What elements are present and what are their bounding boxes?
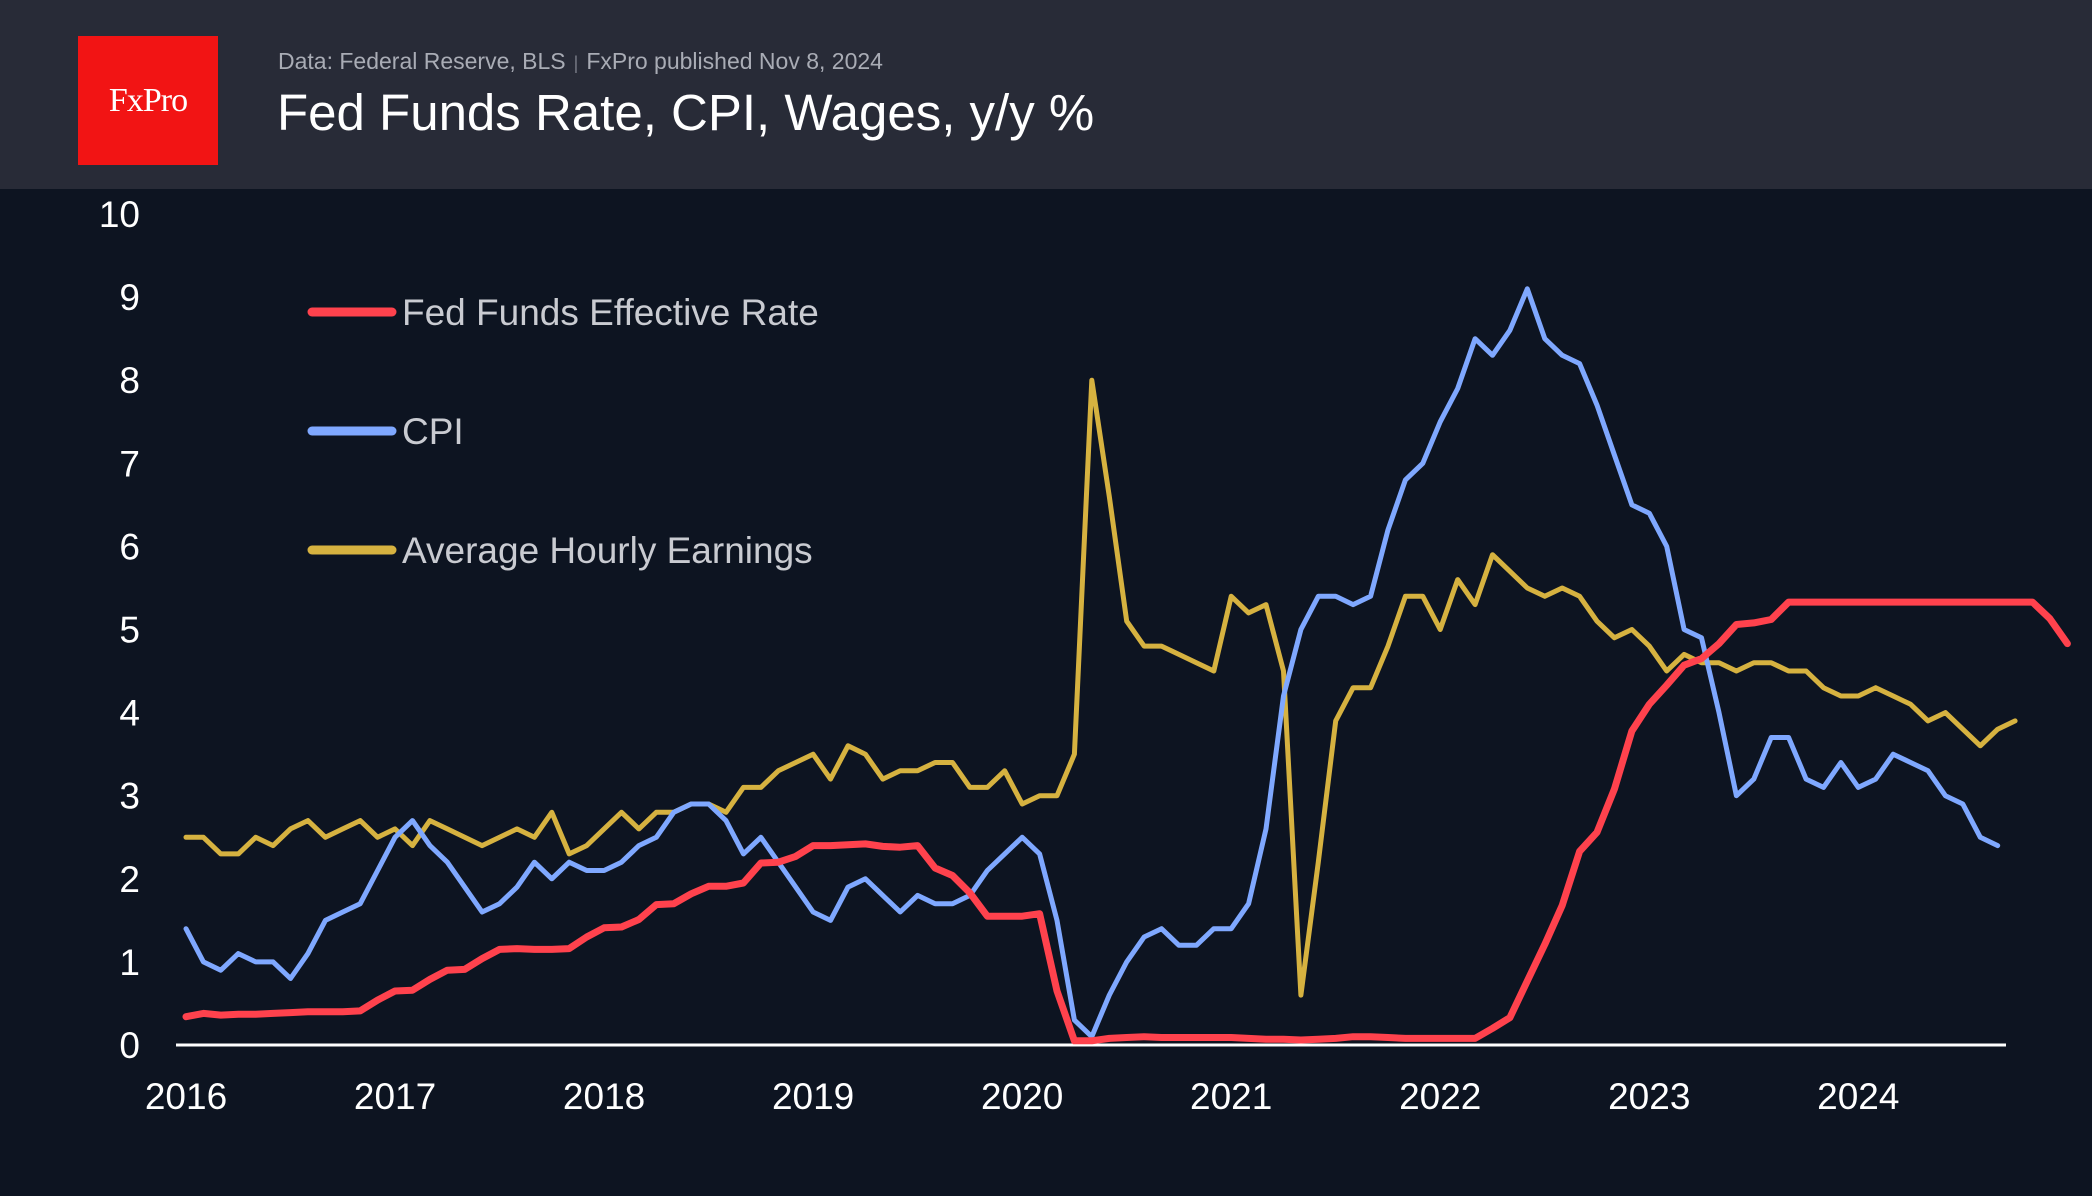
source-separator: | (573, 53, 579, 73)
series-lines (182, 286, 2071, 1045)
y-tick-label: 3 (119, 776, 140, 817)
legend-label: Average Hourly Earnings (402, 530, 813, 571)
source-line: Data: Federal Reserve, BLS | FxPro publish… (278, 48, 883, 75)
data-source: Data: Federal Reserve, BLS (278, 48, 566, 74)
y-tick-label: 8 (119, 360, 140, 401)
y-tick-label: 5 (119, 610, 140, 651)
header-bar: FxPro Data: Federal Reserve, BLS | FxPro p… (0, 0, 2092, 189)
legend-label: Fed Funds Effective Rate (402, 292, 819, 333)
x-tick-label: 2017 (354, 1076, 436, 1117)
x-tick-label: 2022 (1399, 1076, 1481, 1117)
y-tick-label: 6 (119, 526, 140, 567)
y-tick-label: 2 (119, 859, 140, 900)
series-line-cpi (183, 286, 2001, 1040)
logo-text: FxPro (108, 81, 188, 119)
y-tick-label: 10 (99, 194, 140, 235)
series-line-fed-funds-effective-rate (182, 598, 2071, 1045)
x-tick-label: 2016 (145, 1076, 227, 1117)
y-tick-label: 9 (119, 277, 140, 318)
x-tick-label: 2024 (1817, 1076, 1899, 1117)
y-tick-label: 4 (119, 693, 140, 734)
y-tick-label: 7 (119, 443, 140, 484)
legend: Fed Funds Effective Rate CPI Average Hourl… (307, 292, 819, 571)
legend-label: CPI (402, 411, 464, 452)
x-axis-ticks: 2016 2017 2018 2019 2020 2021 2022 2023 2024 (145, 1076, 1900, 1117)
series-line-average-hourly-earnings (183, 377, 2018, 998)
fxpro-logo: FxPro (78, 36, 218, 165)
x-tick-label: 2019 (772, 1076, 854, 1117)
x-tick-label: 2021 (1190, 1076, 1272, 1117)
y-tick-label: 0 (119, 1025, 140, 1066)
x-tick-label: 2020 (981, 1076, 1063, 1117)
x-tick-label: 2018 (563, 1076, 645, 1117)
y-axis-ticks: 0 1 2 3 4 5 6 7 8 9 10 (99, 194, 140, 1066)
publish-info: FxPro published Nov 8, 2024 (586, 48, 883, 74)
x-tick-label: 2023 (1608, 1076, 1690, 1117)
y-tick-label: 1 (119, 942, 140, 983)
chart-title: Fed Funds Rate, CPI, Wages, y/y % (277, 84, 1095, 141)
